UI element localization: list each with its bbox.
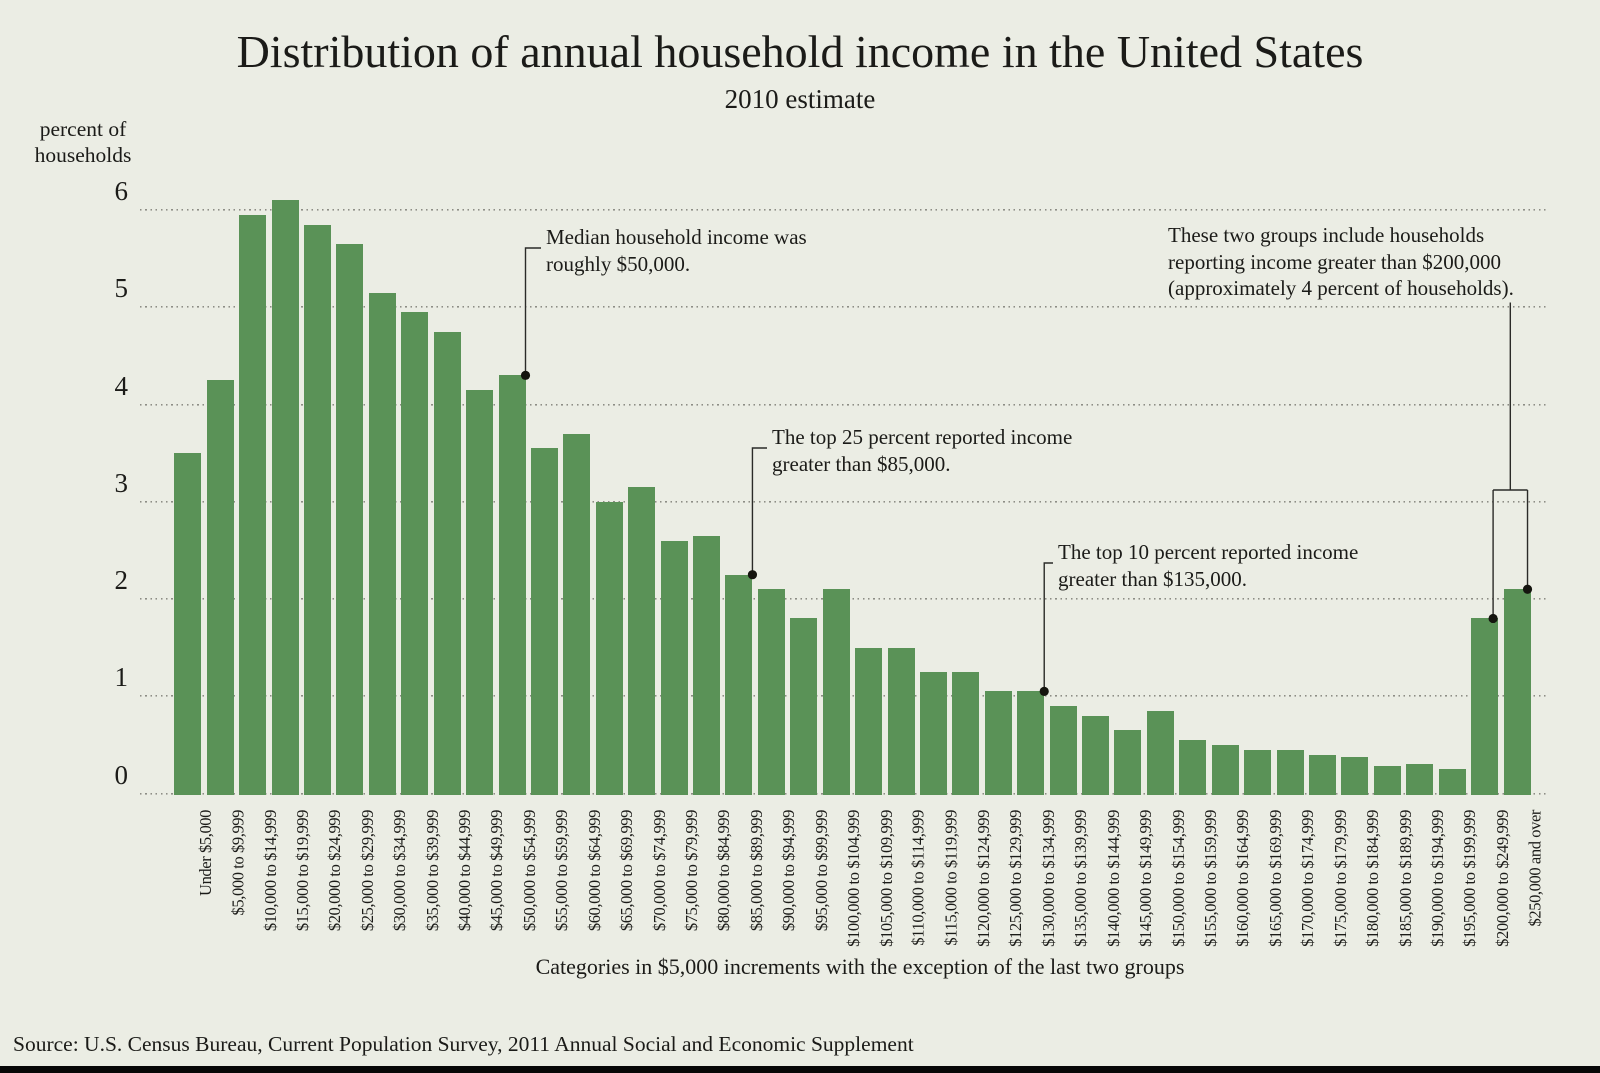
bar: [1082, 715, 1110, 795]
bar: [498, 375, 526, 795]
annotation-line: The top 10 percent reported income: [1058, 540, 1359, 564]
annotation-dot: [747, 570, 758, 580]
bottom-border-strip: [0, 1066, 1600, 1073]
bar: [1244, 749, 1272, 795]
y-tick-label: 4: [114, 370, 129, 401]
annotation-line: Median household income was: [546, 225, 807, 249]
annotation-top25: The top 25 percent reported income greate…: [772, 424, 1072, 477]
chart-subtitle: 2010 estimate: [724, 84, 876, 114]
bar: [628, 487, 656, 795]
bar: [530, 448, 558, 795]
source-note: Source: U.S. Census Bureau, Current Popu…: [13, 1032, 914, 1056]
connector-line: [751, 447, 767, 575]
bar: [725, 574, 753, 795]
bar: [239, 214, 267, 795]
annotation-line: greater than $85,000.: [772, 451, 951, 476]
bar: [433, 331, 461, 795]
annotation-line: roughly $50,000.: [546, 251, 691, 276]
bar: [303, 224, 331, 795]
annotation-dot: [1488, 613, 1498, 624]
annotation-dot: [1039, 686, 1049, 696]
bar: [919, 671, 947, 795]
bar: [563, 433, 591, 795]
chart-title: Distribution of annual household income …: [236, 26, 1364, 77]
y-axis-title-line1: percent of: [39, 117, 127, 141]
bar: [1049, 705, 1077, 795]
bar: [693, 535, 721, 795]
bar: [595, 501, 623, 795]
bar: [1179, 740, 1207, 795]
bar: [1146, 710, 1174, 795]
bar: [952, 671, 980, 795]
bar: [855, 647, 883, 795]
bar: [1503, 589, 1531, 795]
bar: [174, 453, 202, 795]
annotation-top10: The top 10 percent reported income greate…: [1058, 539, 1358, 592]
bar: [887, 647, 915, 795]
bar: [206, 380, 234, 795]
bar: [1373, 766, 1401, 795]
gridline-y6: [140, 209, 1546, 211]
bar: [336, 244, 364, 795]
bar: [1114, 730, 1142, 795]
annotation-dot: [520, 370, 531, 380]
y-tick-label: 1: [114, 662, 129, 693]
bar: [1341, 756, 1369, 795]
annotation-line: greater than $135,000.: [1058, 566, 1247, 591]
y-tick-label: 0: [114, 759, 129, 790]
bar: [1211, 744, 1239, 795]
y-tick-label: 5: [114, 273, 129, 304]
bar: [822, 589, 850, 795]
connector-line: [1043, 562, 1053, 692]
bar: [1471, 618, 1499, 795]
annotation-line: reporting income greater than $200,000: [1168, 249, 1501, 274]
connector-line: [524, 247, 541, 376]
y-axis-title: percent of households: [18, 116, 148, 168]
bar: [1309, 754, 1336, 795]
bar: [1438, 769, 1466, 795]
bar: [368, 292, 396, 795]
y-tick-label: 2: [114, 565, 129, 595]
y-tick-label: 3: [114, 467, 129, 498]
bar: [1017, 691, 1045, 795]
gridline-y4: [140, 403, 1546, 406]
bar: [271, 200, 299, 795]
y-axis-title-line2: households: [34, 143, 132, 167]
x-axis-caption: Categories in $5,000 increments with the…: [535, 954, 1185, 979]
y-tick-label: 6: [114, 176, 129, 206]
bar: [984, 691, 1012, 795]
bar: [466, 389, 494, 795]
bar: [401, 312, 429, 795]
bar: [757, 589, 785, 795]
gridline-y3: [140, 500, 1546, 503]
bar: [1406, 764, 1434, 795]
bar: [660, 540, 688, 795]
annotation-groups: These two groups include households repor…: [1168, 222, 1514, 302]
annotation-median: Median household income was roughly $50,0…: [546, 224, 807, 277]
bar: [1276, 749, 1304, 795]
gridline-y5: [140, 306, 1546, 309]
annotation-dot: [1522, 584, 1533, 594]
bar: [790, 618, 818, 795]
annotation-line: (approximately 4 percent of households).: [1168, 276, 1514, 300]
annotation-line: The top 25 percent reported income: [772, 425, 1073, 449]
annotation-line: These two groups include households: [1168, 223, 1485, 247]
